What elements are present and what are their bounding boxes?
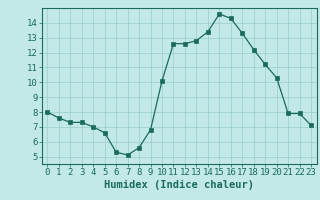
X-axis label: Humidex (Indice chaleur): Humidex (Indice chaleur) <box>104 180 254 190</box>
